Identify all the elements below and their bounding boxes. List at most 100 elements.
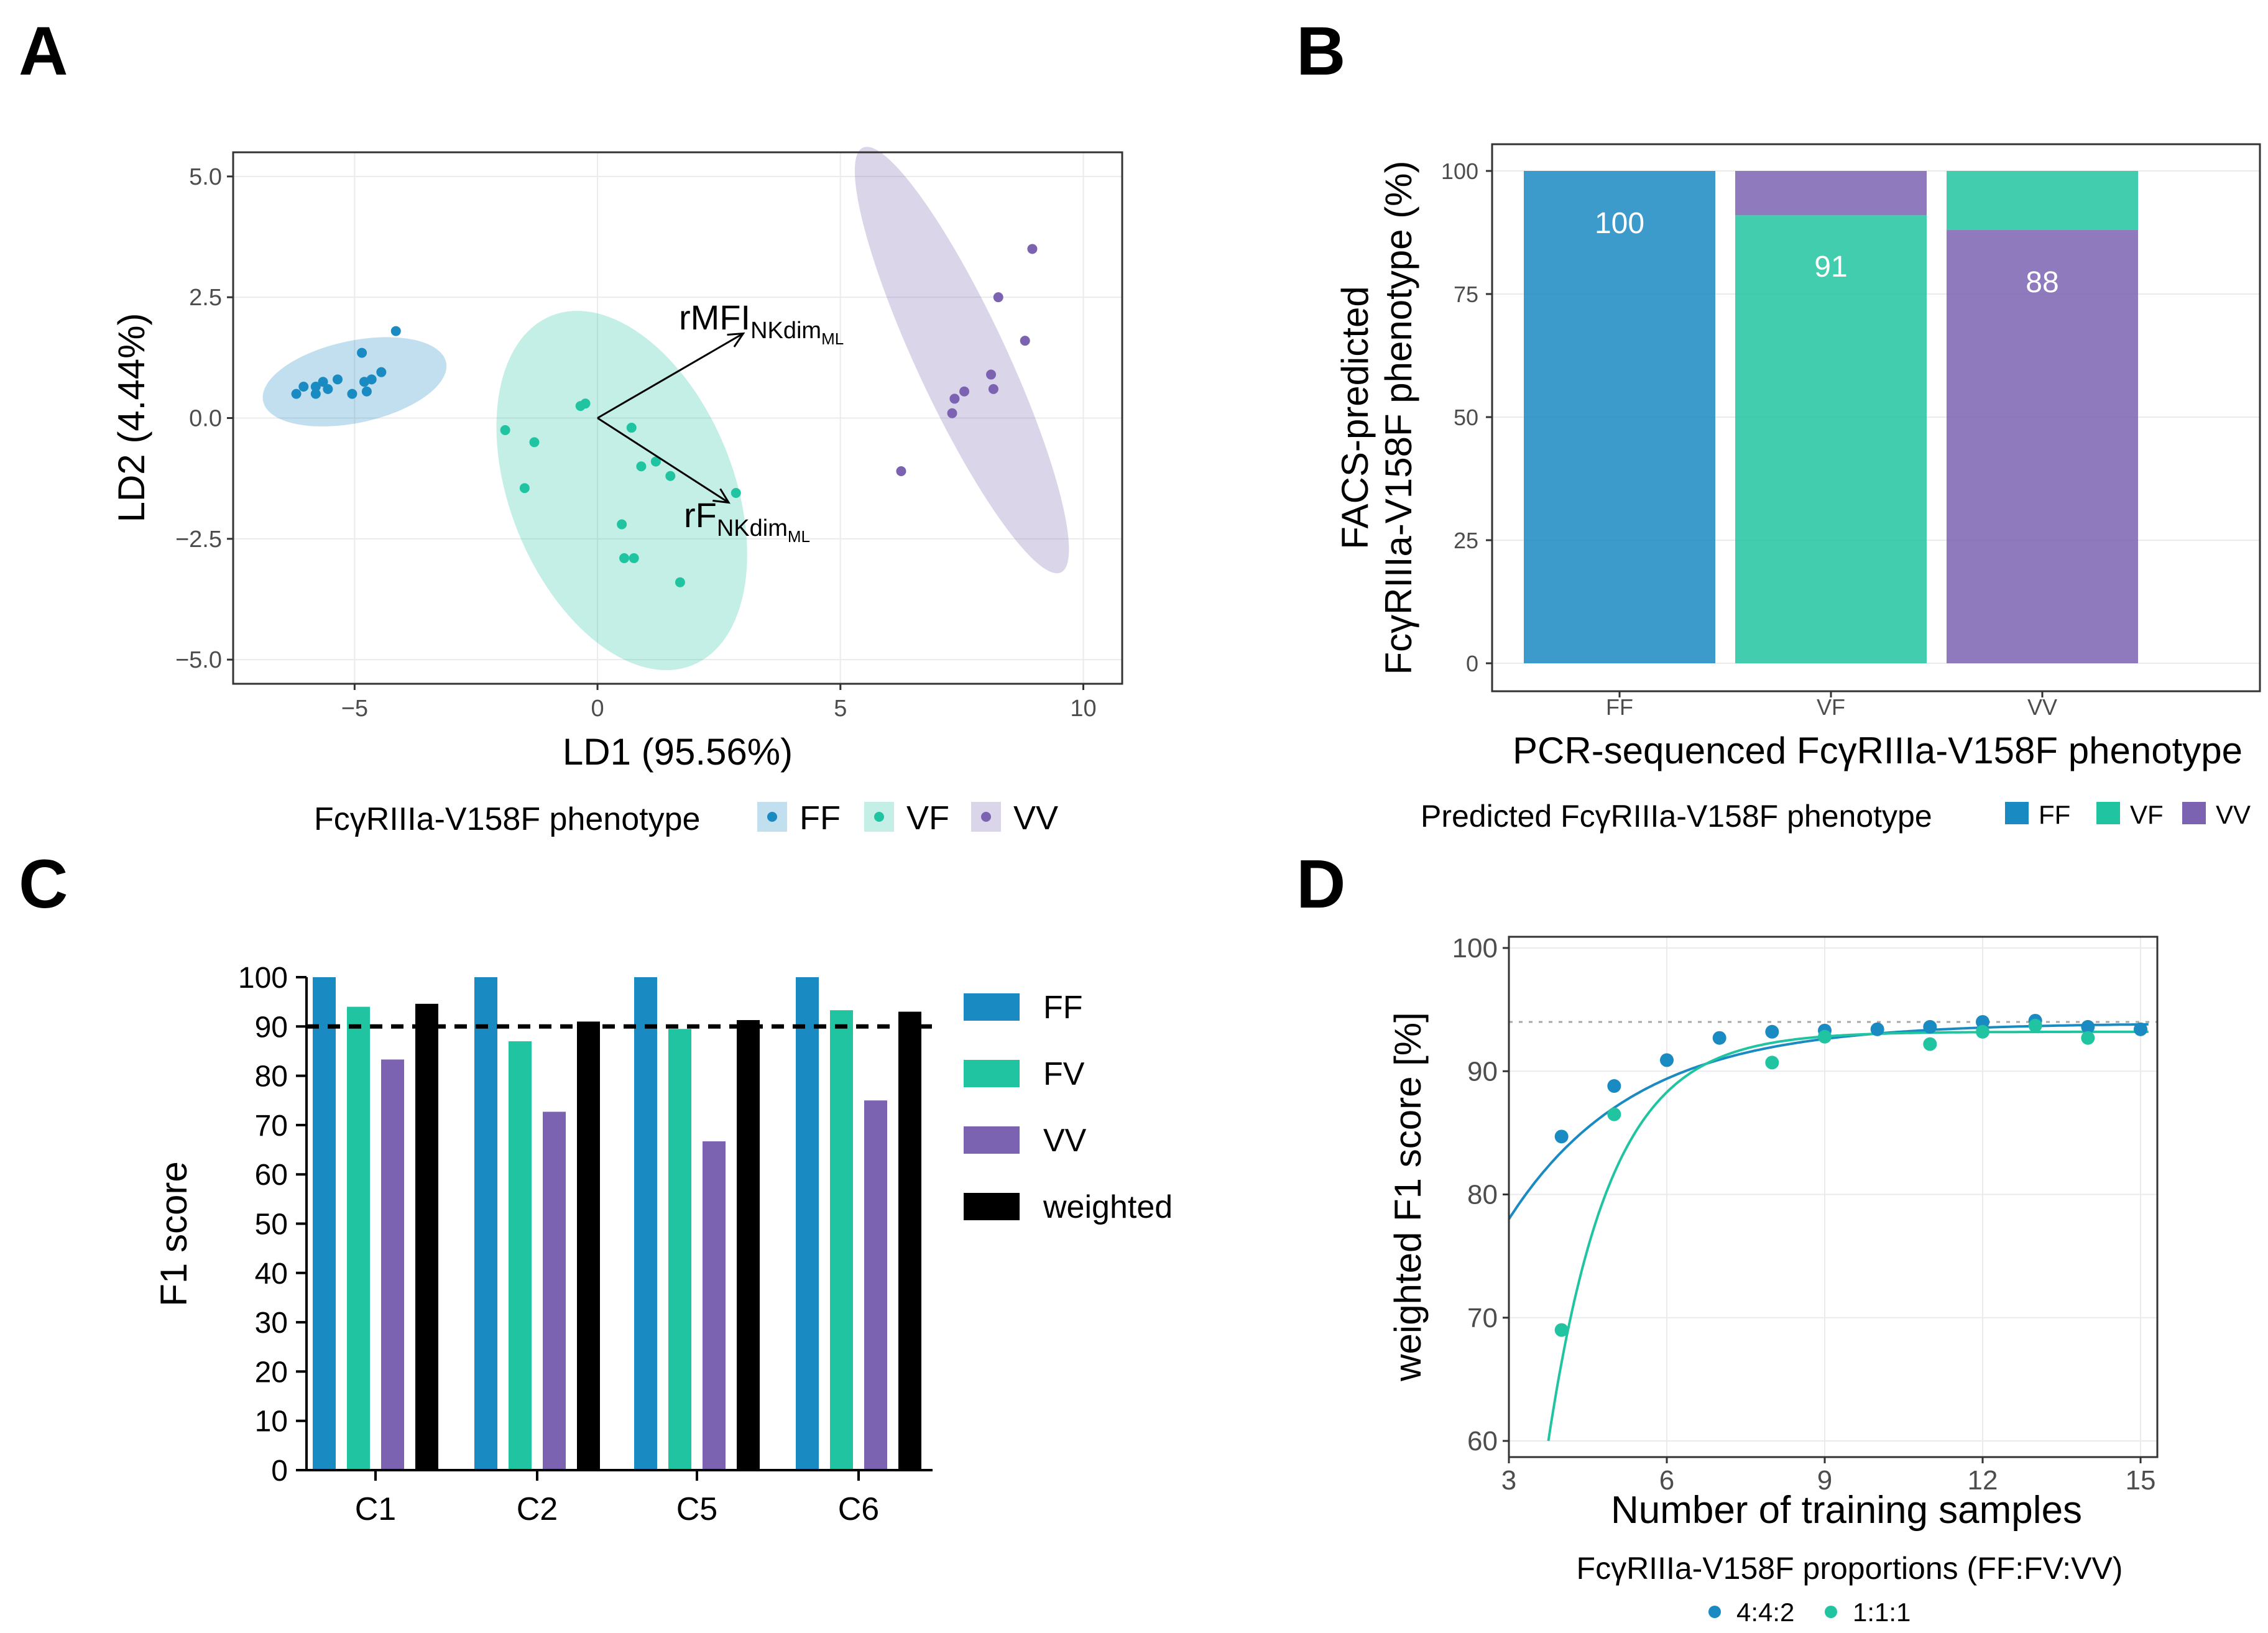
panel-c-bar-c2-vv: [543, 1111, 566, 1470]
panel-a-y-tick-label: 2.5: [189, 285, 222, 311]
panel-b-x-tick-label: VF: [1817, 694, 1845, 720]
panel-a-arrow-label-rmfi-main: rMFI: [679, 298, 750, 337]
panel-a-point-ff: [390, 326, 401, 336]
panel-c-bar-c5-vv: [703, 1141, 726, 1470]
panel-a-point-vf: [500, 425, 510, 435]
panel-a-legend-dot-ff: [767, 812, 777, 822]
panel-c-legend-key-fv: [964, 1060, 1020, 1087]
panel-b-legend-key-vv: [2182, 802, 2206, 824]
panel-b-y-axis-title-line1: FACS-predicted: [1334, 286, 1376, 550]
panel-c-y-tick-label: 10: [255, 1405, 288, 1438]
panel-a-point-ff: [298, 381, 309, 392]
panel-a-point-vv: [988, 384, 998, 394]
panel-a-legend-label-ff: FF: [800, 799, 841, 837]
panel-b-y-axis-title-line2: FcγRIIIa-V158F phenotype (%): [1378, 160, 1419, 674]
panel-a-point-vv: [959, 386, 970, 397]
panel-label-b: B: [1296, 13, 1345, 90]
panel-c-bar-c5-ff: [634, 977, 657, 1470]
panel-a-arrow-shaft: [597, 333, 744, 419]
panel-b-y-tick-label: 50: [1454, 405, 1478, 430]
panel-b-y-tick-label: 25: [1454, 528, 1478, 553]
panel-a-arrows: rMFINKdimML rFNKdimML: [597, 298, 844, 546]
panel-c-bar-c2-ff: [474, 977, 497, 1470]
panel-a-legend-dot-vv: [981, 812, 991, 822]
panel-b-ticks: 0 25 50 75 100 FF VF VV: [1441, 159, 2057, 720]
panel-a-point-ff: [310, 389, 321, 399]
panel-a-y-tick-label: 5.0: [189, 164, 222, 190]
panel-a-arrow-label-rf: rFNKdimML: [684, 495, 810, 546]
panel-d-point-4-4-2: [1870, 1022, 1884, 1036]
panel-d-point-4-4-2: [2081, 1019, 2095, 1034]
panel-a-point-vv: [947, 408, 957, 418]
panel-c-legend-label-fv: FV: [1043, 1056, 1085, 1092]
panel-a-legend-label-vf: VF: [906, 799, 949, 837]
panel-c-bar-c5-weighted: [737, 1019, 760, 1470]
panel-c-x-tick-label: C6: [838, 1491, 879, 1527]
panel-c-y-tick-label: 90: [255, 1011, 288, 1044]
panel-a-point-vv: [1027, 244, 1038, 254]
panel-a-arrow-label-rf-sub: NKdim: [717, 515, 788, 541]
panel-c-y-tick-label: 70: [255, 1110, 288, 1143]
panel-a-point-vf: [580, 398, 591, 409]
panel-label-d: D: [1296, 846, 1345, 922]
panel-a-point-vf: [650, 456, 661, 467]
panel-label-a: A: [19, 13, 68, 90]
panel-b-bars: 100 91 88: [1524, 171, 2138, 663]
panel-a-legend-label-vv: VV: [1013, 799, 1058, 837]
panel-b-y-tick-label: 0: [1466, 651, 1478, 676]
panel-c-bar-c6-fv: [830, 1010, 853, 1470]
panel-a-y-tick-label: −2.5: [175, 527, 222, 553]
panel-a-point-vv: [896, 466, 906, 476]
panel-a-y-tick-label: 0.0: [189, 406, 222, 432]
panel-a-ellipse-vv: [854, 147, 1069, 574]
panel-d-x-tick-label: 15: [2126, 1465, 2156, 1496]
panel-c-legend-label-ff: FF: [1043, 990, 1083, 1026]
panel-a-legend: FF VF VV: [757, 799, 1058, 837]
panel-c-x-tick-label: C5: [676, 1491, 717, 1527]
panel-d-point-1-1-1: [2028, 1018, 2042, 1033]
panel-d-ticks: 3 6 9 12 15 60 70 80 90 100: [1452, 933, 2156, 1496]
panel-d-legend-label-4-4-2: 4:4:2: [1736, 1598, 1794, 1627]
panel-d-y-tick-label: 100: [1452, 933, 1498, 964]
panel-b-data-label: 100: [1595, 207, 1644, 240]
panel-d-points: [1554, 1013, 2147, 1337]
panel-b-legend-title: Predicted FcγRIIIa-V158F phenotype: [1421, 799, 1932, 834]
panel-a-point-vf: [665, 471, 676, 481]
panel-d-point-4-4-2: [1607, 1079, 1621, 1093]
panel-b-y-tick-label: 75: [1454, 282, 1478, 307]
panel-a-arrow-head: [727, 332, 745, 347]
panel-a-legend-dot-vf: [874, 812, 884, 822]
panel-a-point-vf: [731, 487, 741, 498]
panel-a-x-tick-label: 10: [1070, 696, 1096, 722]
panel-a-point-vf: [636, 461, 647, 472]
panel-d-point-4-4-2: [1923, 1019, 1937, 1034]
panel-d-legend-dot-1-1-1: [1825, 1606, 1837, 1618]
panel-c-bars: [313, 977, 921, 1470]
panel-c-x-tick-label: C1: [355, 1491, 396, 1527]
panel-a-point-vv: [949, 393, 960, 404]
panel-d-frame: [1508, 936, 2159, 1458]
panel-c-bar-c1-vv: [381, 1059, 404, 1470]
panel-d-point-1-1-1: [1818, 1029, 1832, 1044]
panel-d-point-1-1-1: [1607, 1107, 1621, 1121]
panel-d-point-1-1-1: [1765, 1056, 1779, 1070]
panel-c-x-tick-label: C2: [517, 1491, 558, 1527]
panel-c-bar-c5-fv: [668, 1029, 691, 1470]
panel-d-point-4-4-2: [1976, 1014, 1989, 1029]
panel-d-point-4-4-2: [1660, 1053, 1674, 1067]
panel-b-bar-vf-vf: [1735, 215, 1927, 663]
panel-c-bar-c6-ff: [796, 977, 819, 1470]
panel-d-learning-curve: 3 6 9 12 15 60 70 80 90 100 Number of training sa…: [1387, 933, 2159, 1627]
panel-b-legend-key-vf: [2096, 802, 2120, 824]
panel-c-bar-c1-ff: [313, 977, 336, 1470]
panel-a-ellipse-ff: [262, 337, 447, 426]
panel-b-stacked-bars: 100 91 88 0 25 50 75 100 FF VF VV PCR-sequenced F…: [1334, 143, 2261, 834]
panel-a-arrow-label-rmfi: rMFINKdimML: [679, 298, 844, 348]
panel-a-y-tick-label: −5.0: [175, 647, 222, 673]
panel-d-curve-1-1-1: [1547, 1030, 2149, 1442]
panel-d-gridlines: [1508, 937, 2157, 1457]
panel-c-legend: FF FV VV weighted: [964, 990, 1173, 1225]
